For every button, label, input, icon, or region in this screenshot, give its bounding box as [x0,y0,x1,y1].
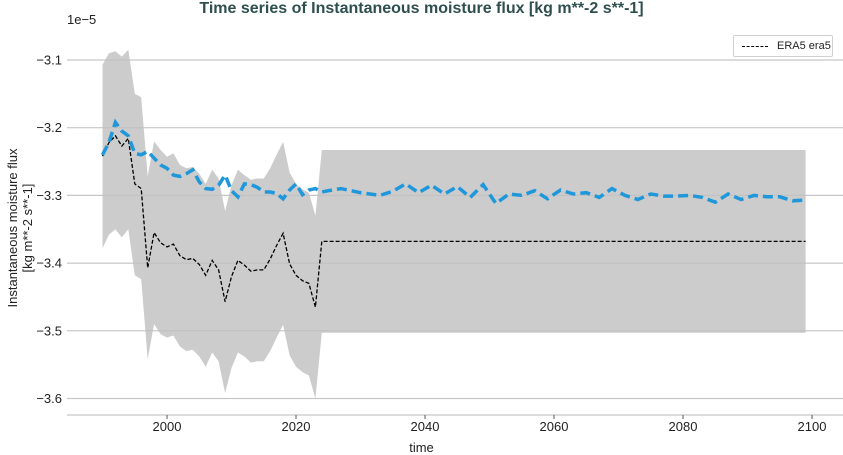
y-tick-label: −3.1 [36,53,62,68]
x-tick-label: 2060 [540,419,569,434]
x-tick-label: 2000 [153,419,182,434]
x-tick-label: 2040 [411,419,440,434]
y-tick-label: −3.3 [36,188,62,203]
legend-era5-label: ERA5 era5 [777,40,831,52]
y-axis-offset-label: 1e−5 [67,12,97,27]
y-tick-label: −3.4 [36,256,62,271]
y-gridlines-overlay [67,59,843,399]
legend: ERA5 era5 [733,35,833,57]
y-tick-label: −3.2 [36,120,62,135]
x-ticks: 2000 2020 2040 2060 2080 2100 [153,415,827,434]
x-axis-label: time [409,440,434,455]
era5-line [101,134,806,308]
legend-era5-swatch [742,46,768,47]
spread-envelope [102,49,806,399]
y-tick-label: −3.5 [36,323,62,338]
ensemble-mean-line [100,118,806,206]
x-tick-label: 2100 [798,419,827,434]
x-tick-label: 2020 [282,419,311,434]
y-ticks: −3.1 −3.2 −3.3 −3.4 −3.5 −3.6 [36,53,62,407]
chart-title: Time series of Instantaneous moisture fl… [199,0,644,17]
y-tick-label: −3.6 [36,391,62,406]
x-tick-label: 2080 [669,419,698,434]
